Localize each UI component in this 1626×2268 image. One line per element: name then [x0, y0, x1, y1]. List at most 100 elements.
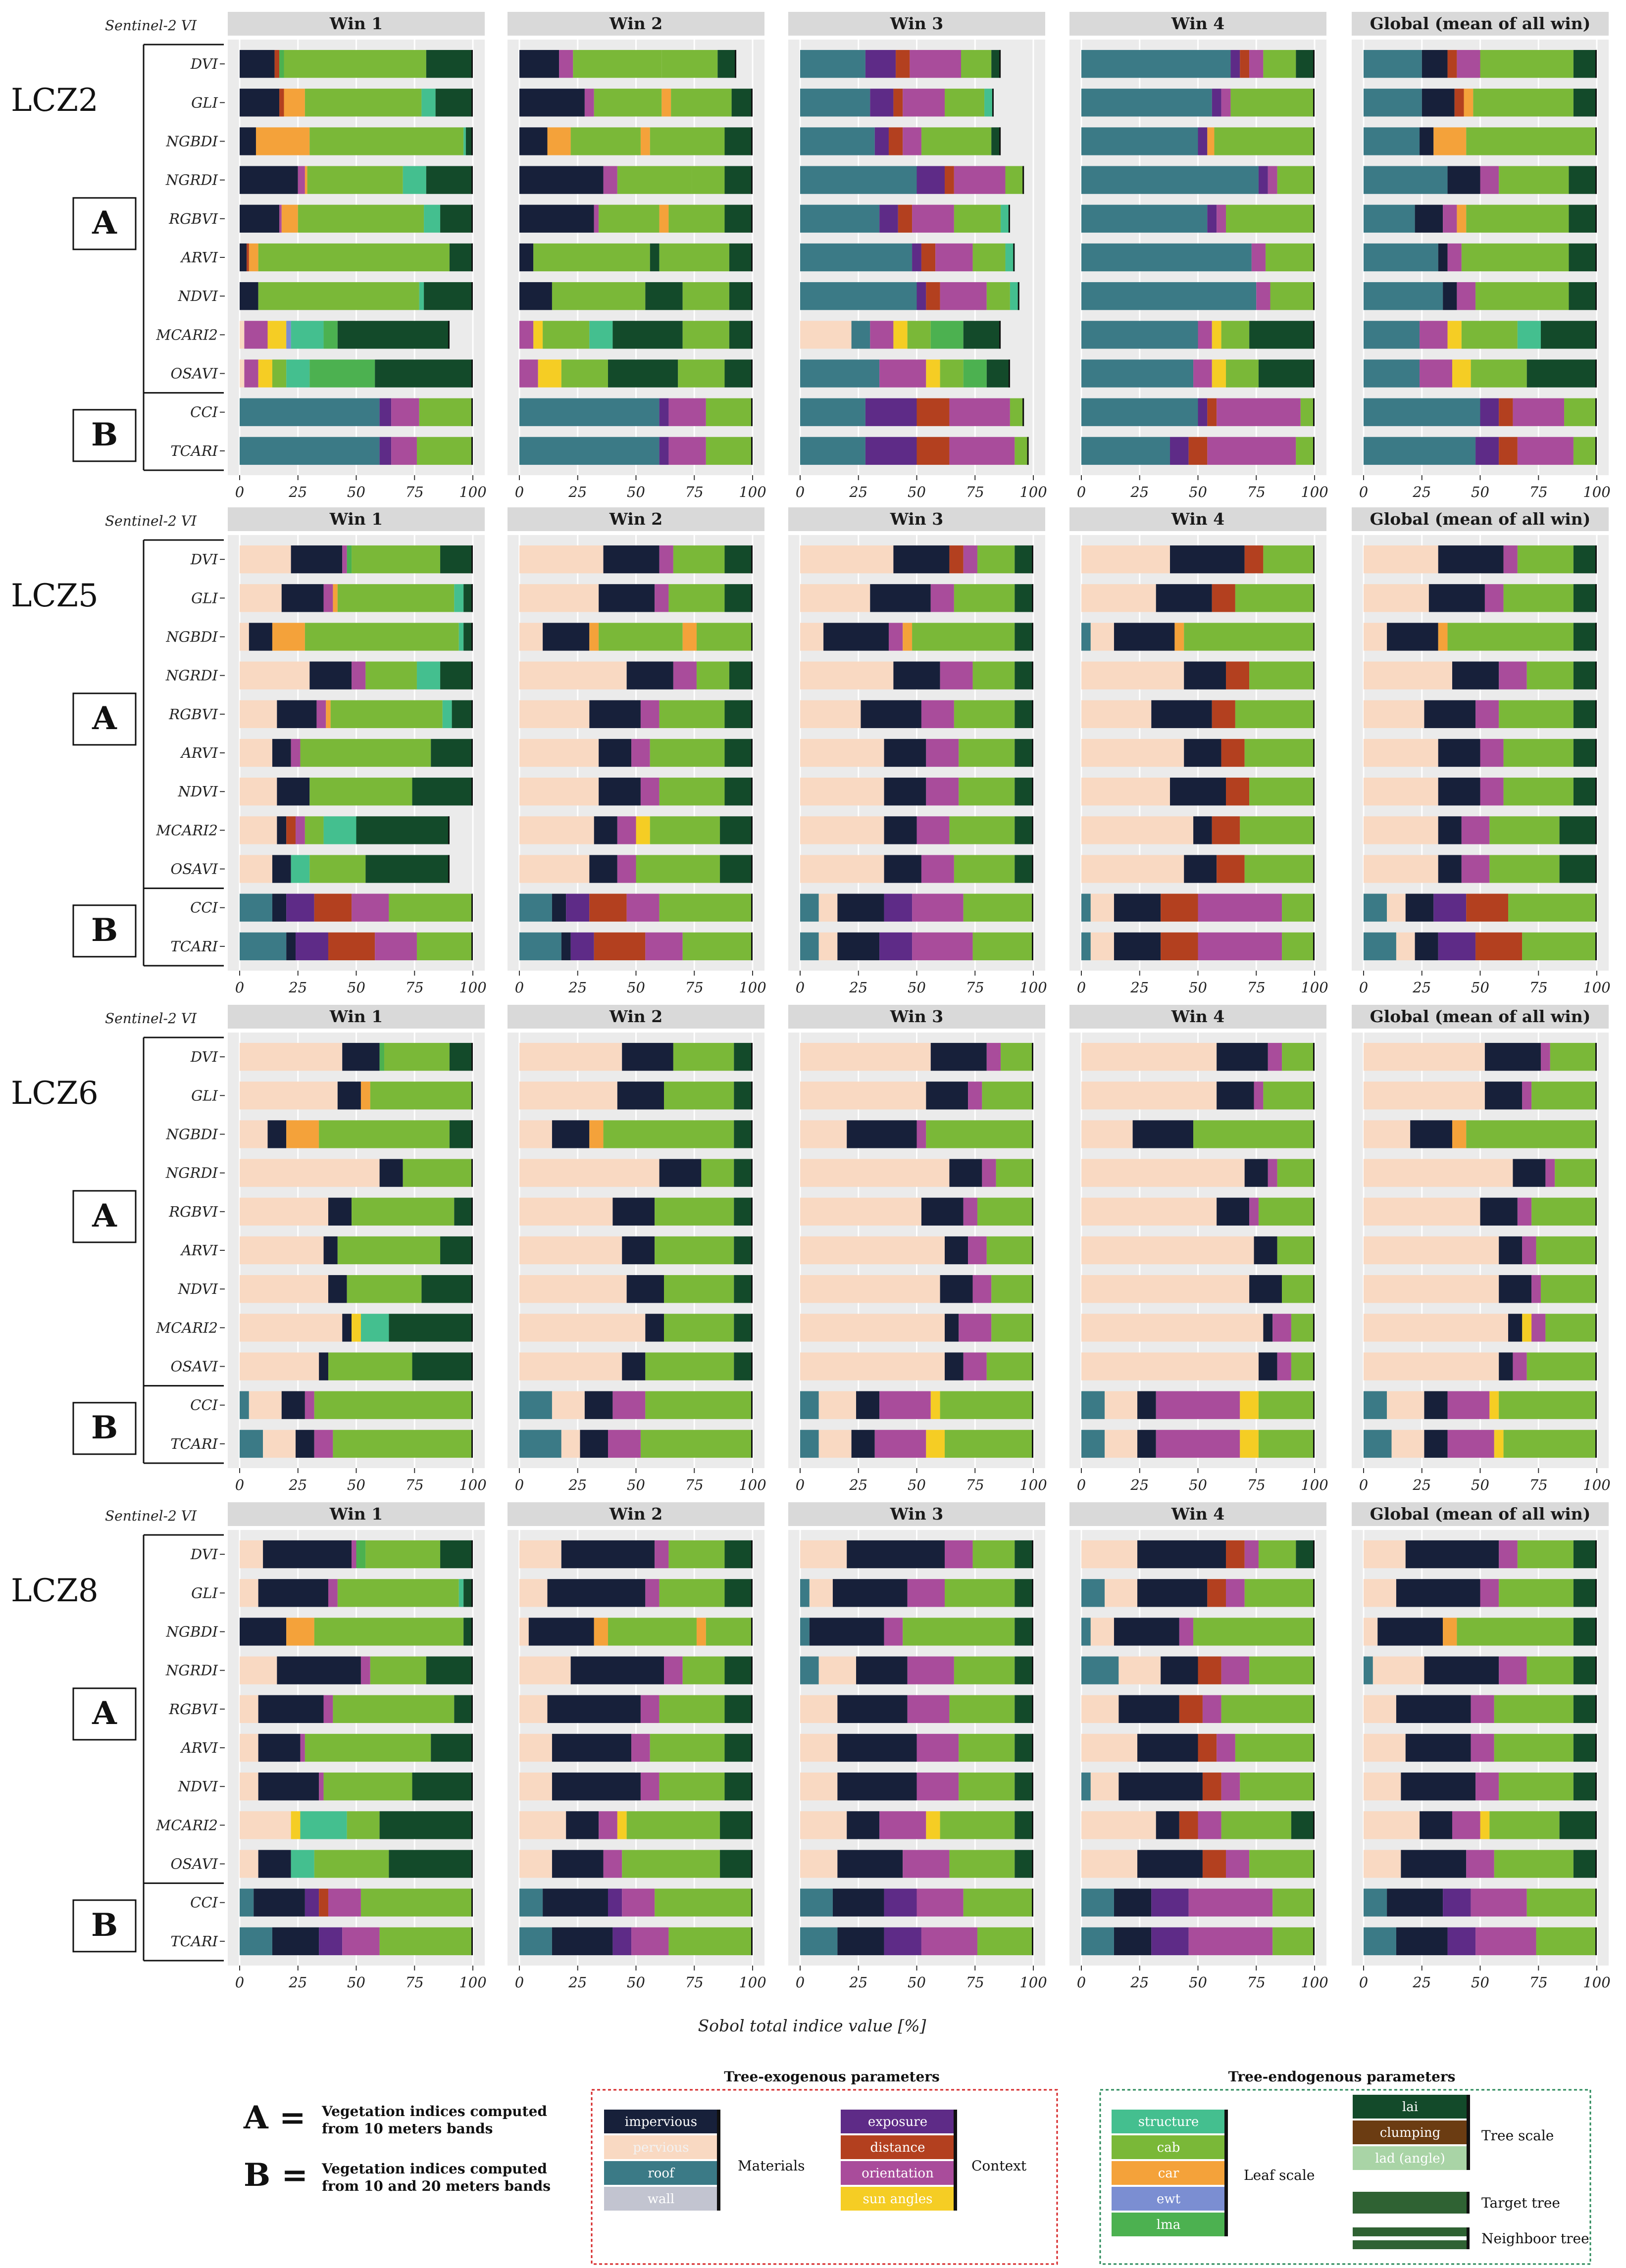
bar-end-cap: [471, 1391, 473, 1419]
vi-label: CCI: [190, 1894, 218, 1911]
group-a-letter: A: [92, 1695, 117, 1732]
facet-strip-label: Global (mean of all win): [1370, 1504, 1591, 1524]
bar-end-cap: [1595, 700, 1597, 728]
bar-end-cap: [751, 321, 753, 349]
bar-segment-lai: [412, 1773, 473, 1801]
legend-key-label: lad (angle): [1375, 2151, 1445, 2166]
bar-end-cap: [471, 623, 473, 651]
vi-label: TCARI: [170, 1933, 218, 1950]
bar-segment-pervious: [519, 661, 627, 690]
bar-end-cap: [1032, 1811, 1033, 1839]
legend-endogenous-title: Tree-endogenous parameters: [1228, 2069, 1456, 2085]
bar-segment-orientation: [1202, 1695, 1221, 1723]
bar-segment-cab: [1296, 437, 1315, 465]
x-tick-label: 100: [1019, 979, 1047, 996]
bar-segment-roof: [1364, 893, 1387, 922]
bar-segment-lai: [379, 1811, 473, 1839]
bar-segment-impervious: [1415, 204, 1443, 233]
bar-segment-distance: [1226, 661, 1250, 690]
bar-segment-impervious: [519, 204, 594, 233]
x-tick-label: 75: [966, 979, 984, 996]
bar-segment-pervious: [818, 1430, 852, 1458]
bar-segment-impervious: [1424, 700, 1476, 728]
x-tick-label: 0: [235, 979, 244, 996]
bar-segment-cab: [1466, 1120, 1597, 1148]
bar-segment-impervious: [1137, 1579, 1208, 1607]
x-tick-label: 75: [685, 979, 704, 996]
bar-end-cap: [1595, 1811, 1597, 1839]
bar-segment-pervious: [240, 1656, 277, 1684]
bar-end-cap: [1313, 661, 1315, 690]
bar-end-cap: [1595, 49, 1597, 78]
bar-segment-lai: [426, 1656, 473, 1684]
bar-segment-cab: [384, 1042, 450, 1071]
bar-segment-orientation: [879, 359, 926, 388]
bar-segment-cab: [307, 166, 403, 194]
legend-materials-label: Materials: [738, 2158, 805, 2174]
x-tick-label: 50: [908, 979, 926, 996]
bar-end-cap: [1313, 545, 1315, 574]
bar-segment-impervious: [561, 932, 571, 961]
bar-end-cap: [448, 855, 450, 883]
bar-segment-pervious: [240, 778, 277, 806]
bar-segment-lai: [1573, 661, 1597, 690]
facet-strip: [1352, 1005, 1609, 1029]
bar-end-cap: [751, 1811, 753, 1839]
bar-end-cap: [1595, 1352, 1597, 1381]
vi-label: NGRDI: [165, 1662, 218, 1679]
bar-segment-orientation: [1471, 1888, 1527, 1917]
bar-segment-orientation: [940, 282, 987, 310]
x-tick-label: 25: [1412, 979, 1431, 996]
bar-segment-impervious: [930, 1042, 987, 1071]
bar-segment-orientation: [1272, 1314, 1291, 1342]
bar-segment-cab: [1277, 1236, 1315, 1265]
vi-label: NGRDI: [165, 1165, 218, 1182]
legend-a-symbol: A =: [243, 2099, 306, 2136]
bar-segment-lai: [452, 700, 473, 728]
bar-segment-impervious: [1508, 1314, 1523, 1342]
bar-segment-exposure: [1447, 1927, 1476, 1956]
bar-segment-roof: [519, 1927, 552, 1956]
bar-segment-distance: [1179, 1811, 1198, 1839]
bar-segment-distance: [286, 816, 296, 844]
bar-segment-orientation: [884, 1618, 903, 1646]
legend-endogenous: Tree-endogenous parameters structurecabc…: [1099, 2069, 1591, 2265]
group-definitions: A = Vegetation indices computed from 10 …: [243, 2099, 551, 2194]
bar-segment-cab: [1473, 89, 1574, 117]
bar-segment-distance: [247, 243, 249, 272]
bar-segment-pervious: [800, 778, 884, 806]
bar-segment-impervious: [547, 1579, 646, 1607]
bar-segment-cab: [305, 623, 459, 651]
bar-segment-cab: [272, 359, 287, 388]
vi-label: GLI: [191, 94, 218, 111]
bar-segment-car: [661, 89, 671, 117]
bar-end-cap: [1595, 932, 1597, 961]
facet-strip: [1069, 507, 1326, 531]
bar-end-cap: [471, 1082, 473, 1110]
row-labels: Sentinel-2 VILCZ2ABDVIGLINGBDINGRDIRGBVI…: [11, 17, 225, 1962]
bar-segment-impervious: [552, 1850, 604, 1878]
bar-segment-lai: [729, 661, 753, 690]
bar-segment-orientation: [1513, 398, 1565, 426]
bar-segment-structure: [291, 321, 324, 349]
bar-segment-impervious: [1114, 1927, 1152, 1956]
legend-swatch-orientation: [841, 2161, 955, 2185]
bar-segment-exposure: [608, 1888, 622, 1917]
bar-segment-car: [1433, 127, 1467, 155]
bar-segment-orientation: [916, 1773, 959, 1801]
bar-end-cap: [1032, 1120, 1033, 1148]
bar-segment-orientation: [926, 778, 959, 806]
bar-segment-lai: [1015, 1811, 1033, 1839]
bar-segment-distance: [314, 893, 352, 922]
bar-end-cap: [1313, 1352, 1315, 1381]
facet-strip-label: Win 1: [329, 14, 383, 33]
bar-segment-roof: [1081, 398, 1198, 426]
bar-segment-lai: [734, 1314, 753, 1342]
bar-end-cap: [471, 1618, 473, 1646]
bar-segment-impervious: [1422, 49, 1448, 78]
bar-segment-orientation: [912, 932, 973, 961]
bar-segment-impervious: [1184, 661, 1226, 690]
facet-strip: [788, 507, 1045, 531]
bar-end-cap: [1595, 855, 1597, 883]
bar-segment-distance: [916, 437, 950, 465]
